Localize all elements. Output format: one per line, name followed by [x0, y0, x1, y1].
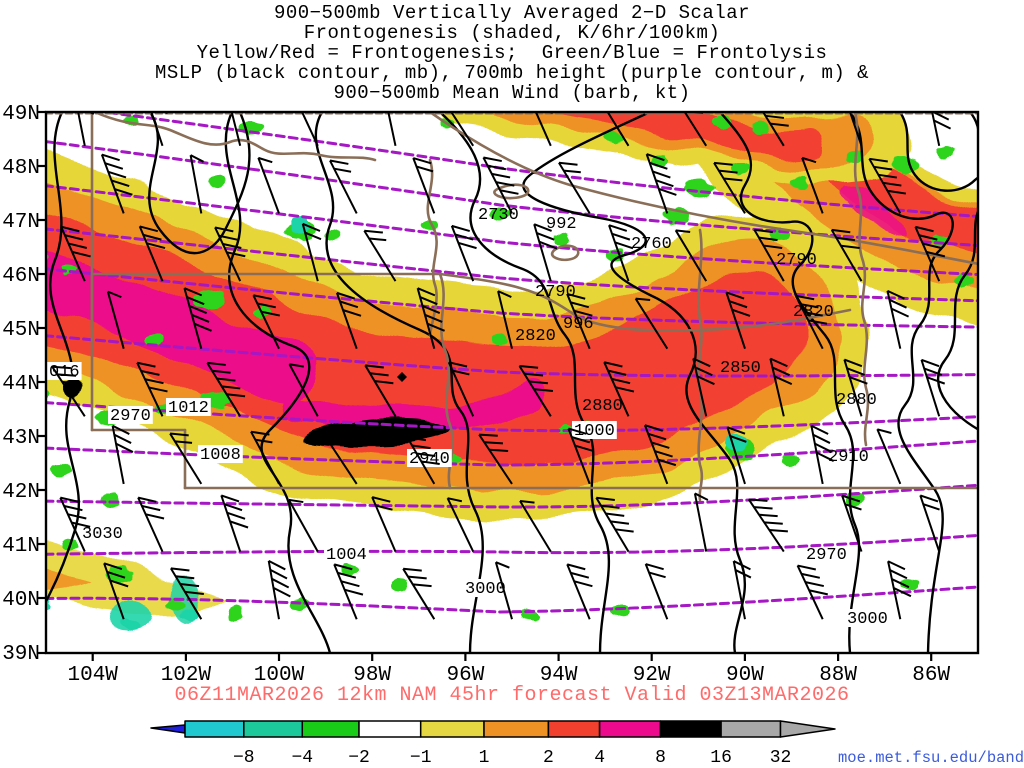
svg-text:moe.met.fsu.edu/banding: moe.met.fsu.edu/banding: [838, 749, 1024, 767]
svg-text:2910: 2910: [828, 448, 869, 467]
svg-text:1004: 1004: [326, 546, 367, 565]
svg-text:43N: 43N: [2, 427, 40, 450]
svg-text:42N: 42N: [2, 481, 40, 504]
svg-text:2880: 2880: [582, 397, 623, 416]
svg-text:4: 4: [594, 748, 605, 768]
svg-text:−1: −1: [410, 748, 432, 768]
svg-text:46N: 46N: [2, 265, 40, 288]
svg-text:2940: 2940: [409, 450, 450, 469]
svg-text:016: 016: [49, 363, 80, 382]
svg-text:48N: 48N: [2, 157, 40, 180]
svg-text:2760: 2760: [631, 235, 672, 254]
svg-text:32: 32: [770, 748, 792, 768]
svg-text:41N: 41N: [2, 535, 40, 558]
svg-text:2970: 2970: [806, 546, 847, 565]
svg-text:39N: 39N: [2, 643, 40, 666]
svg-text:−8: −8: [233, 748, 255, 768]
svg-text:3030: 3030: [82, 525, 123, 544]
svg-text:45N: 45N: [2, 319, 40, 342]
svg-text:996: 996: [563, 315, 594, 334]
svg-text:−2: −2: [348, 748, 370, 768]
svg-text:−4: −4: [291, 748, 313, 768]
svg-text:2790: 2790: [776, 251, 817, 270]
svg-text:1008: 1008: [200, 446, 241, 465]
svg-text:1: 1: [479, 748, 490, 768]
svg-text:2820: 2820: [515, 327, 556, 346]
svg-text:2730: 2730: [478, 206, 519, 225]
svg-text:2: 2: [543, 748, 554, 768]
svg-text:8: 8: [655, 748, 666, 768]
svg-text:49N: 49N: [2, 103, 40, 126]
svg-text:47N: 47N: [2, 211, 40, 234]
svg-text:40N: 40N: [2, 589, 40, 612]
svg-text:3000: 3000: [847, 610, 888, 629]
svg-text:16: 16: [710, 748, 732, 768]
svg-text:44N: 44N: [2, 373, 40, 396]
svg-text:2850: 2850: [720, 359, 761, 378]
svg-text:1012: 1012: [168, 399, 209, 418]
svg-text:2970: 2970: [110, 407, 151, 426]
svg-text:3000: 3000: [465, 580, 506, 599]
